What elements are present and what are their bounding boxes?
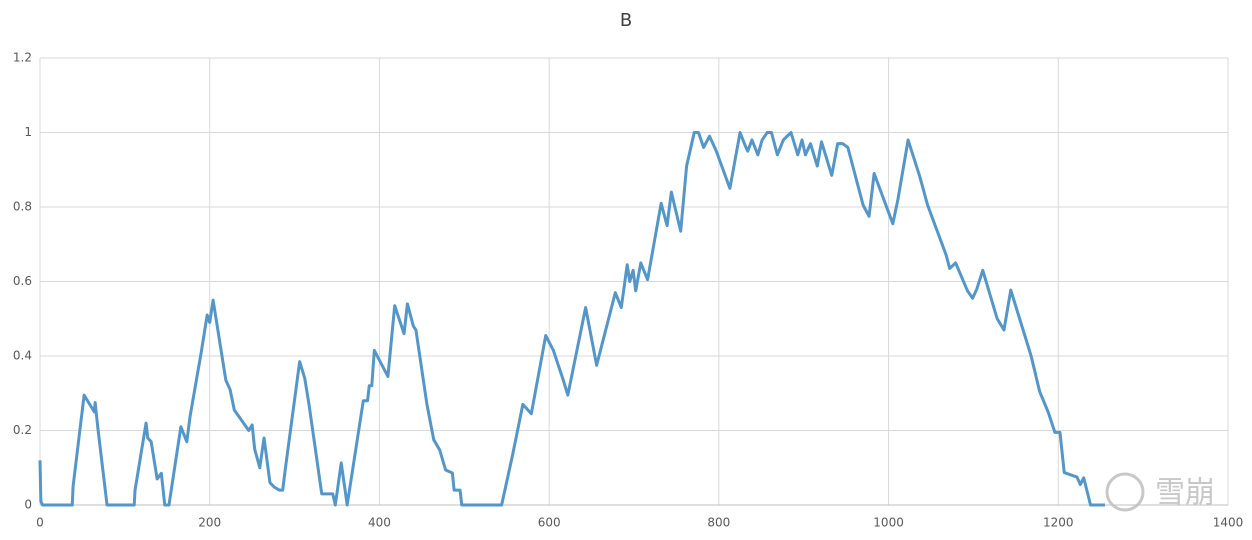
x-tick-label: 1400	[1213, 516, 1244, 530]
x-tick-label: 800	[707, 516, 730, 530]
x-tick-label: 600	[538, 516, 561, 530]
x-tick-label: 1200	[1043, 516, 1074, 530]
y-tick-label: 0.2	[13, 423, 32, 437]
x-tick-label: 0	[36, 516, 44, 530]
x-tick-label: 400	[368, 516, 391, 530]
x-tick-label: 200	[198, 516, 221, 530]
x-tick-label: 1000	[873, 516, 904, 530]
y-tick-label: 0.8	[13, 200, 32, 214]
watermark-logo	[1105, 472, 1145, 512]
data-line	[38, 131, 1105, 507]
y-tick-label: 0.4	[13, 349, 32, 363]
y-tick-label: 0	[24, 498, 32, 512]
y-tick-label: 1	[24, 125, 32, 139]
chart-title: B	[620, 10, 632, 31]
y-tick-label: 0.6	[13, 274, 32, 288]
y-tick-label: 1.2	[13, 51, 32, 65]
